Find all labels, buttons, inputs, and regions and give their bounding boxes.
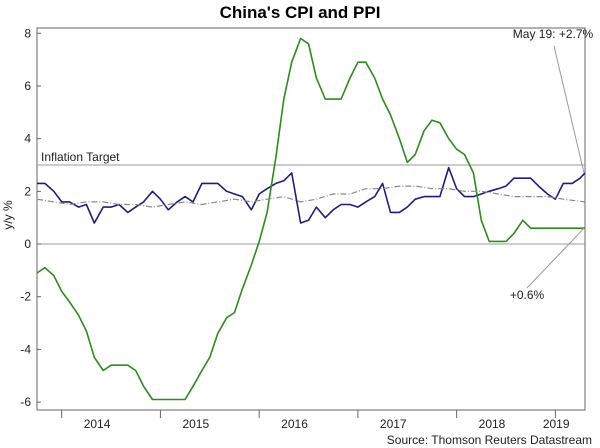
y-tick-label: -2: [20, 290, 31, 304]
series-line-core: [36, 185, 586, 208]
annotation-label-0: May 19: +2.7%: [513, 27, 594, 41]
x-tick-label: 2014: [84, 417, 111, 431]
chart-title: China's CPI and PPI: [220, 3, 381, 22]
x-tick-label: 2016: [281, 417, 308, 431]
y-axis-label: y/y %: [1, 200, 15, 230]
annotation-leader-0: [553, 45, 585, 174]
annotation-label-1: +0.6%: [510, 288, 545, 302]
y-tick-label: 2: [24, 184, 31, 198]
y-tick-label: -4: [20, 342, 31, 356]
y-tick-label: -6: [20, 395, 31, 409]
x-tick-label: 2015: [182, 417, 209, 431]
plot-area: Inflation Target -6 -4 -2 0 2 4 6 8 2014 2015 2016 2…: [20, 26, 593, 431]
y-tick-label: 4: [24, 132, 31, 146]
x-tick-label: 2019: [543, 417, 570, 431]
series-line-ppi: [36, 37, 585, 401]
x-tick-label: 2017: [380, 417, 407, 431]
x-tick-label: 2018: [479, 417, 506, 431]
plot-frame: [36, 27, 586, 411]
annotation-leader-1: [526, 227, 585, 289]
series-line-cpi: [37, 166, 586, 224]
source-note: Source: Thomson Reuters Datastream: [387, 433, 592, 447]
y-tick-label: 8: [24, 26, 31, 40]
y-tick-label: 0: [24, 237, 31, 251]
y-tick-label: 6: [24, 79, 31, 93]
inflation-target-label: Inflation Target: [41, 150, 120, 164]
